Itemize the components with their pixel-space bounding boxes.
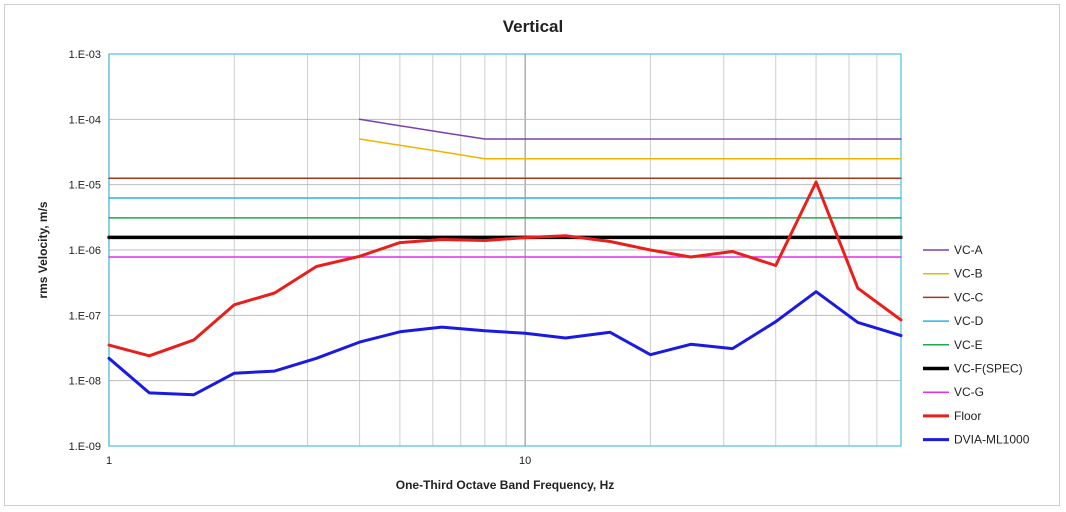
y-axis-title: rms Velocity, m/s [36, 201, 50, 298]
plot-area [108, 53, 902, 447]
series-layer [107, 118, 903, 397]
y-tick-label: 1.E-03 [69, 49, 101, 61]
legend-label: VC-E [954, 338, 983, 352]
x-tick-label: 1 [106, 455, 112, 467]
series-line-vc-b [358, 138, 902, 160]
legend-label: VC-B [954, 267, 983, 281]
legend-label: DVIA-ML1000 [954, 433, 1030, 447]
y-tick-label: 1.E-06 [69, 245, 101, 257]
x-tick-label: 10 [519, 455, 531, 467]
series-line-vc-a [358, 118, 902, 140]
chart-svg: Vertical 1.E-031.E-041.E-051.E-061.E-071… [36, 17, 1030, 492]
y-tick-label: 1.E-07 [69, 310, 101, 322]
y-tick-label: 1.E-09 [69, 441, 101, 453]
y-tick-label: 1.E-05 [69, 180, 101, 192]
legend-label: VC-A [954, 243, 983, 257]
legend-label: VC-G [954, 385, 984, 399]
series-line-dvia-ml1000 [107, 290, 903, 397]
series-line-floor [107, 180, 903, 358]
y-tick-label: 1.E-08 [69, 376, 101, 388]
legend-label: VC-F(SPEC) [954, 362, 1023, 376]
legend-label: VC-D [954, 314, 984, 328]
x-axis-title: One-Third Octave Band Frequency, Hz [396, 478, 614, 492]
legend-label: Floor [954, 409, 981, 423]
legend-label: VC-C [954, 290, 984, 304]
chart-frame: Vertical 1.E-03 1.E-04 1.E-05 1.E-06 1.E-07 1… [4, 4, 1060, 506]
tick-labels: 1.E-03 1.E-04 1.E-05 1.E-06 1.E-07 1.E-08 1.E-… [69, 49, 532, 467]
y-tick-label: 1.E-04 [69, 114, 101, 126]
chart-title: Vertical [503, 17, 564, 36]
legend: VC-A VC-B VC-C VC-D VC-E VC-F(SPEC) VC-G Floor D… [923, 243, 1030, 447]
